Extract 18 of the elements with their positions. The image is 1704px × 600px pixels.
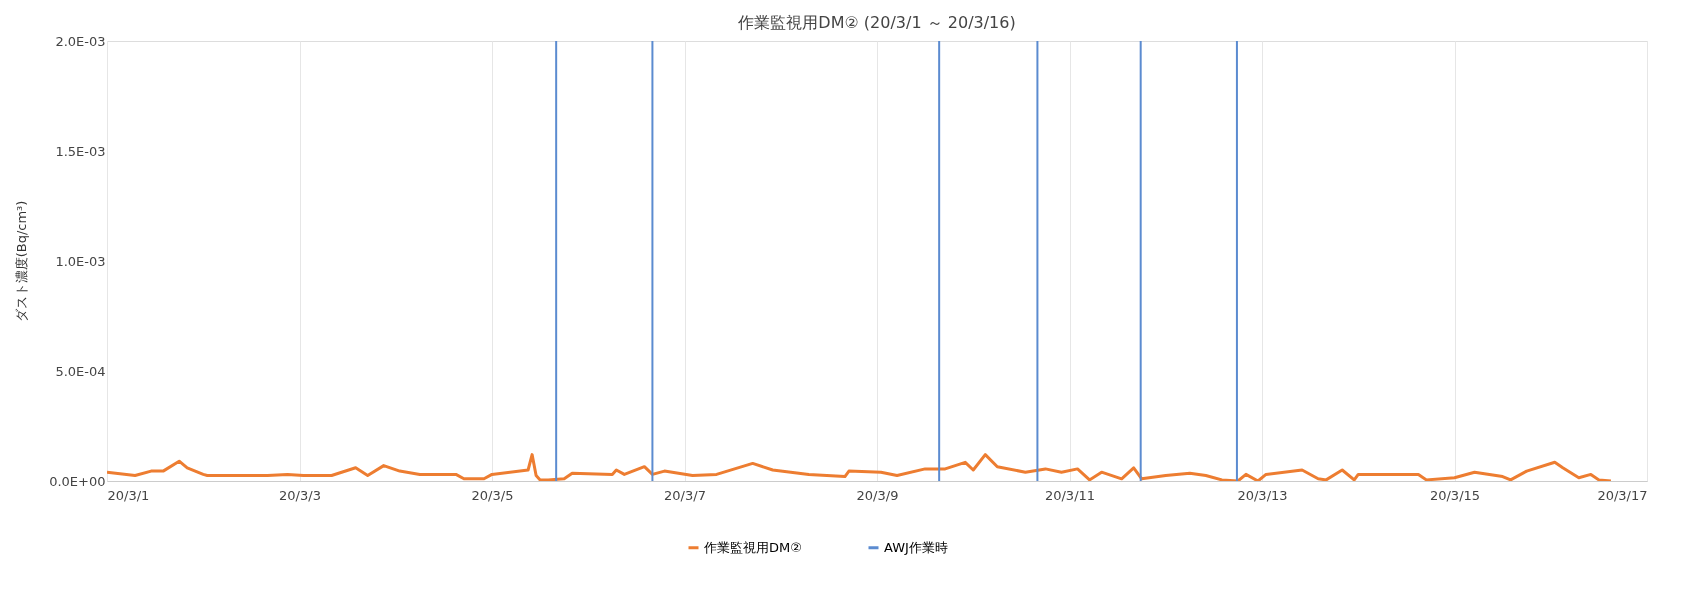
- x-tick-label: 20/3/5: [471, 487, 514, 503]
- y-tick-label: 1.5E-03: [55, 143, 106, 159]
- x-tick-label: 20/3/17: [1597, 487, 1648, 503]
- y-tick-label: 2.0E-03: [55, 33, 106, 49]
- x-tick-label: 20/3/13: [1237, 487, 1288, 503]
- x-tick-label: 20/3/1: [107, 487, 150, 503]
- x-tick-label: 20/3/9: [856, 487, 899, 503]
- x-tick-label: 20/3/7: [664, 487, 706, 503]
- y-tick-label: 5.0E-04: [55, 363, 106, 379]
- y-tick-label: 0.0E+00: [49, 473, 106, 489]
- x-tick-label: 20/3/3: [279, 487, 321, 503]
- y-tick-label: 1.0E-03: [55, 253, 106, 269]
- chart-title: 作業監視用DM② (20/3/1 ～ 20/3/16): [737, 13, 1016, 32]
- y-axis-title: ダスト濃度(Bq/cm³): [14, 200, 30, 323]
- legend-label: AWJ作業時: [884, 539, 948, 555]
- x-tick-label: 20/3/11: [1044, 487, 1096, 503]
- x-tick-label: 20/3/15: [1429, 487, 1481, 503]
- legend-label: 作業監視用DM②: [703, 539, 802, 555]
